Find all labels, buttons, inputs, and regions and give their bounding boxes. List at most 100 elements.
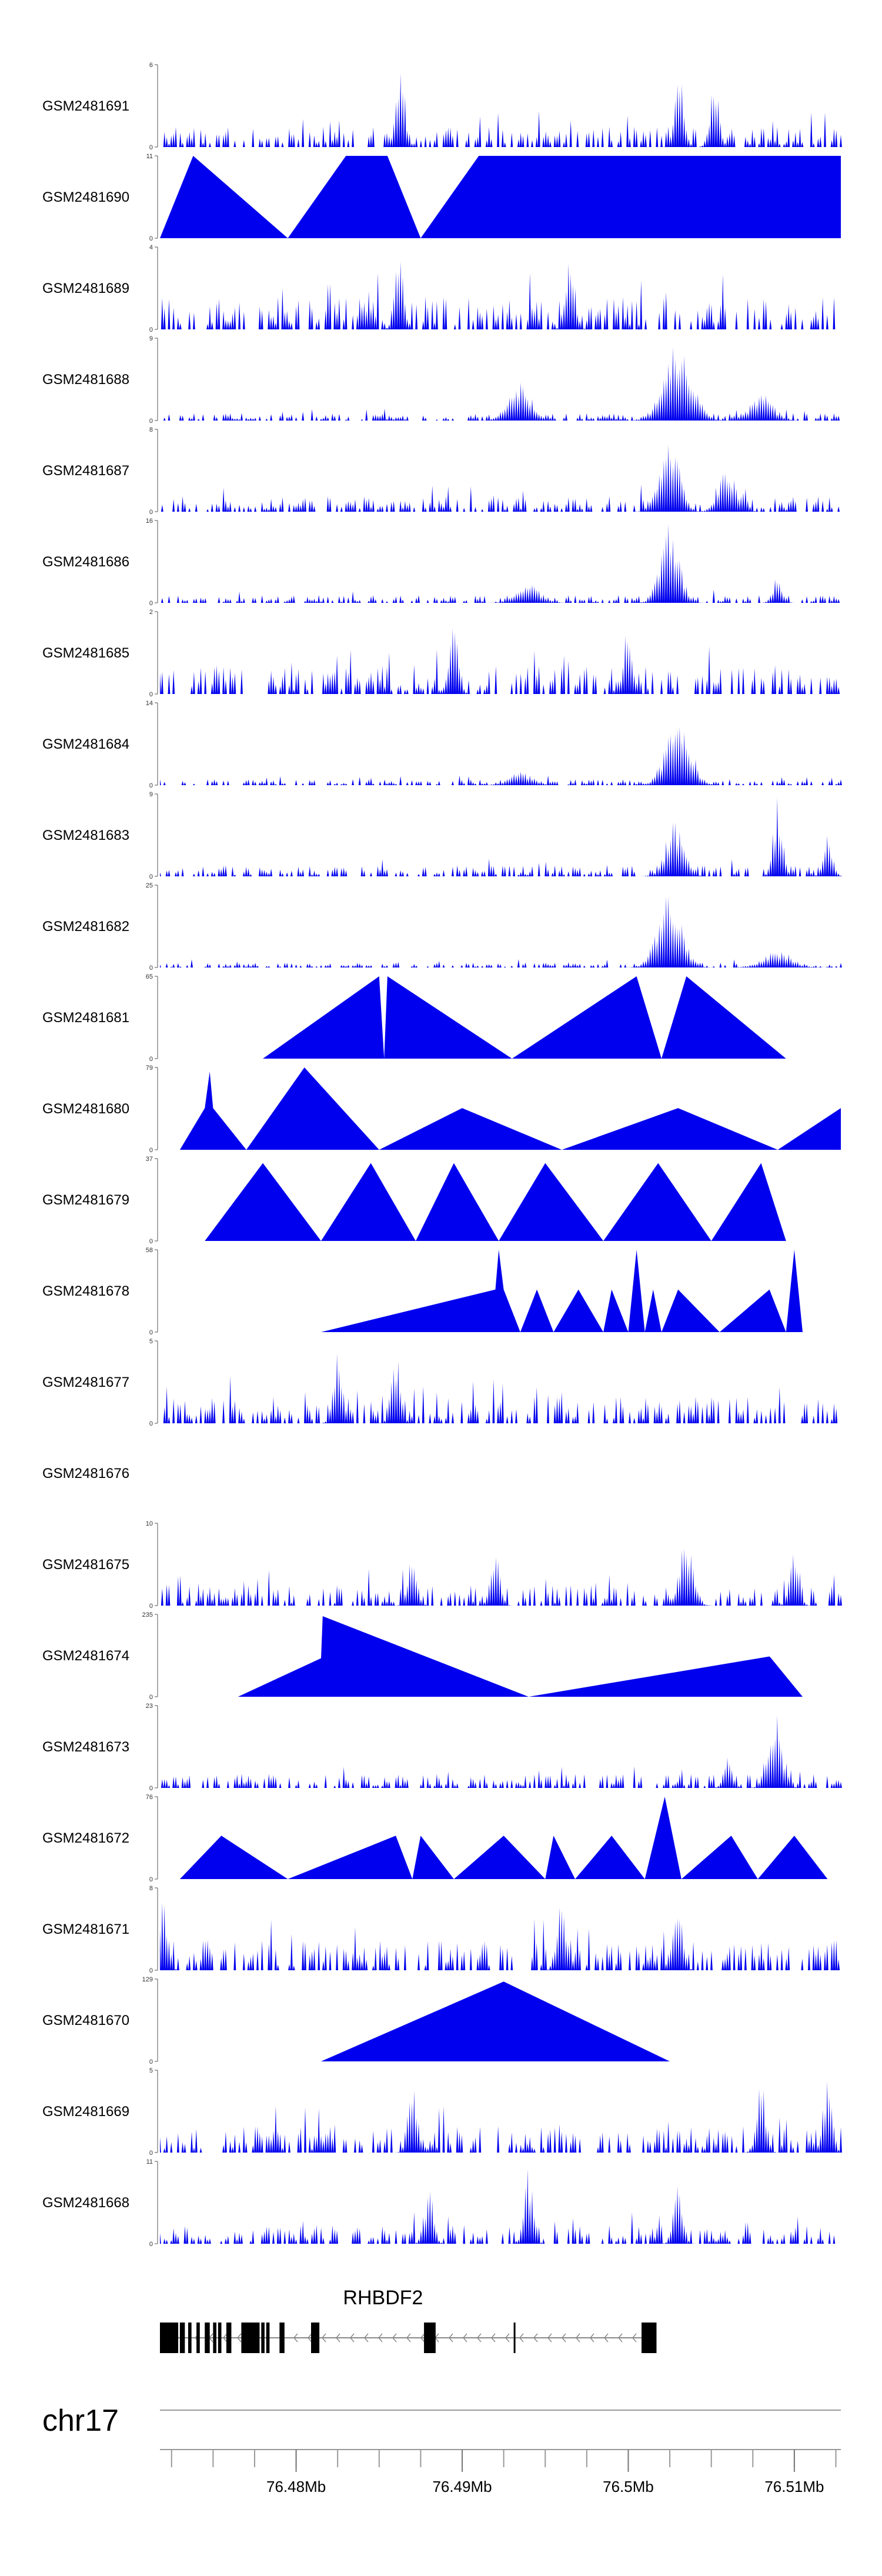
coverage-area <box>321 1981 670 2061</box>
track-y-tick-label: 0 <box>149 1967 153 1974</box>
gene-exon <box>218 2323 222 2353</box>
track-y-tick-label: 37 <box>146 1156 153 1163</box>
track-y-tick-label: 235 <box>142 1611 153 1619</box>
coverage-area <box>160 1353 842 1423</box>
track-GSM2481674: GSM2481674 235 0 <box>42 1611 803 1701</box>
track-y-tick-label: 76 <box>146 1794 153 1801</box>
gene-exon <box>213 2323 217 2353</box>
track-y-tick-label: 0 <box>149 1056 153 1063</box>
track-GSM2481679: GSM2481679 37 0 <box>42 1156 786 1245</box>
gene-annotation-track: RHBDF2 <box>160 2287 657 2353</box>
track-GSM2481681: GSM2481681 65 0 <box>42 973 786 1063</box>
coverage-area <box>160 346 842 421</box>
track-y-tick-label: 0 <box>149 1238 153 1245</box>
track-label: GSM2481672 <box>42 1830 129 1846</box>
axis-tick-label: 76.48Mb <box>266 2478 326 2495</box>
coverage-area <box>179 1067 841 1150</box>
track-y-tick-label: 16 <box>146 518 153 525</box>
track-GSM2481670: GSM2481670 129 0 <box>42 1976 670 2066</box>
gene-exons <box>160 2323 657 2353</box>
gene-exon <box>188 2323 192 2353</box>
track-y-tick-label: 4 <box>149 244 153 251</box>
track-y-tick-label: 58 <box>146 1247 153 1254</box>
strand-arrow <box>350 2333 355 2343</box>
track-y-tick-label: 2 <box>149 609 153 616</box>
track-y-tick-label: 0 <box>149 2241 153 2248</box>
coverage-area <box>160 628 842 694</box>
strand-arrow <box>477 2333 482 2343</box>
coverage-area <box>179 1797 828 1879</box>
track-label: GSM2481680 <box>42 1101 129 1117</box>
track-y-tick-label: 0 <box>149 1694 153 1701</box>
coverage-area <box>160 1549 842 1606</box>
strand-arrow <box>632 2333 637 2343</box>
axis-tick-label: 76.49Mb <box>432 2478 492 2495</box>
strand-arrow <box>449 2333 453 2343</box>
track-label: GSM2481691 <box>42 98 129 114</box>
axis-tick-label: 76.5Mb <box>603 2478 654 2495</box>
gene-exon <box>266 2323 270 2353</box>
coverage-area <box>160 798 842 876</box>
coverage-area <box>160 896 842 967</box>
track-label: GSM2481668 <box>42 2195 129 2211</box>
coverage-area <box>160 74 842 147</box>
track-y-tick-label: 65 <box>146 973 153 980</box>
track-y-tick-label: 79 <box>146 1065 153 1072</box>
strand-arrow <box>576 2333 580 2343</box>
track-GSM2481668: GSM2481668 11 0 <box>42 2158 842 2248</box>
track-GSM2481685: GSM2481685 2 0 <box>42 609 842 698</box>
track-y-tick-label: 0 <box>149 144 153 151</box>
track-y-tick-label: 5 <box>149 1338 153 1345</box>
track-y-tick-label: 5 <box>149 2067 153 2074</box>
track-y-tick-label: 0 <box>149 235 153 242</box>
track-label: GSM2481682 <box>42 919 129 935</box>
track-y-tick-label: 0 <box>149 2058 153 2066</box>
track-GSM2481676: GSM2481676 <box>42 1466 129 1481</box>
coverage-tracks: GSM248169160GSM2481690110GSM248168940GSM… <box>42 62 842 2248</box>
strand-arrow <box>336 2333 340 2343</box>
coverage-area <box>160 1715 842 1788</box>
track-GSM2481691: GSM2481691 6 0 <box>42 62 842 151</box>
track-label: GSM2481686 <box>42 554 129 570</box>
strand-arrow <box>293 2333 298 2343</box>
track-label: GSM2481673 <box>42 1739 129 1755</box>
track-label: GSM2481676 <box>42 1466 129 1481</box>
strand-arrow <box>237 2333 242 2343</box>
track-GSM2481671: GSM2481671 8 0 <box>42 1885 842 1974</box>
track-y-tick-label: 0 <box>149 509 153 516</box>
strand-arrow <box>308 2333 312 2343</box>
coverage-area <box>160 2081 842 2153</box>
track-y-tick-label: 0 <box>149 1876 153 1883</box>
track-label: GSM2481687 <box>42 463 129 479</box>
gene-exon <box>261 2323 265 2353</box>
track-y-tick-label: 8 <box>149 426 153 433</box>
coverage-area <box>160 156 841 238</box>
strand-arrow <box>392 2333 397 2343</box>
track-GSM2481680: GSM2481680 79 0 <box>42 1065 841 1154</box>
chromosome-label: chr17 <box>42 2404 119 2438</box>
track-GSM2481682: GSM2481682 25 0 <box>42 882 842 972</box>
strand-arrow <box>406 2333 411 2343</box>
track-label: GSM2481689 <box>42 281 129 296</box>
track-y-tick-label: 11 <box>146 2158 153 2165</box>
strand-arrow <box>618 2333 623 2343</box>
track-label: GSM2481681 <box>42 1010 129 1026</box>
track-y-tick-label: 0 <box>149 1785 153 1792</box>
strand-arrow <box>519 2333 524 2343</box>
strand-arrow <box>223 2333 228 2343</box>
track-y-tick-label: 0 <box>149 1147 153 1154</box>
gene-exon <box>241 2323 260 2353</box>
coverage-area <box>160 1902 842 1970</box>
strand-arrow <box>590 2333 594 2343</box>
coverage-area <box>205 1163 786 1241</box>
gene-exon <box>196 2323 200 2353</box>
track-label: GSM2481671 <box>42 1921 129 1937</box>
track-label: GSM2481688 <box>42 372 129 388</box>
track-label: GSM2481678 <box>42 1283 129 1299</box>
track-label: GSM2481677 <box>42 1374 129 1390</box>
gene-exon <box>424 2323 436 2353</box>
strand-arrow <box>322 2333 326 2343</box>
gene-exon <box>513 2323 516 2353</box>
coverage-area <box>160 2168 842 2244</box>
